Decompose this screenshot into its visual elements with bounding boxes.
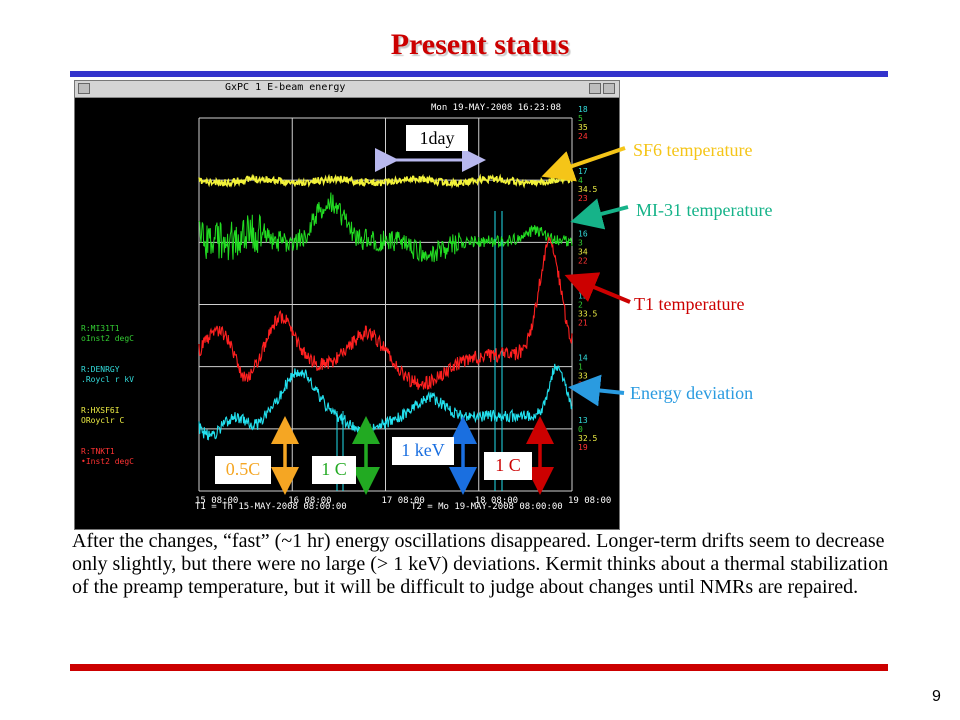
- plot-traces: [198, 173, 573, 441]
- legend-entry-name: R:MI31T1: [81, 324, 120, 333]
- x-tick-label: 17 08:00: [382, 496, 425, 506]
- sf6-label: SF6 temperature: [633, 140, 753, 160]
- right-scale-value: 34.5: [578, 185, 597, 194]
- mi31-arrow: [570, 198, 629, 230]
- mi31-trace: [198, 192, 573, 263]
- x-tick-label: 18 08:00: [475, 496, 518, 506]
- maximize-button[interactable]: [603, 83, 615, 94]
- x-tick-label: 15 08:00: [195, 496, 238, 506]
- right-scale-value: 17: [578, 167, 588, 176]
- scale-label-1kev: 1 keV: [392, 437, 454, 465]
- right-scale-value: 33.5: [578, 310, 597, 319]
- legend-entry-units: ORoyclr C: [81, 416, 125, 425]
- span-label: 1day: [406, 125, 468, 151]
- t1-label: T1 temperature: [634, 294, 745, 314]
- right-scale-value: 32.5: [578, 434, 597, 443]
- right-scale-value: 0: [578, 425, 583, 434]
- right-scale-value: 35: [578, 123, 588, 132]
- right-scale-value: 19: [578, 443, 588, 452]
- sf6-arrow: [541, 146, 626, 182]
- x-tick-label: 16 08:00: [288, 496, 331, 506]
- t1-readout: T1 = Th 15-MAY-2008 08:00:00: [195, 502, 347, 512]
- top-divider: [70, 71, 888, 77]
- legend-entry-name: R:DENRGY: [81, 365, 120, 374]
- right-scale-value: 2: [578, 301, 583, 310]
- legend-entry-name: R:TNKT1: [81, 447, 115, 456]
- legend-entry-units: oInst2 degC: [81, 334, 134, 343]
- scale-label-1c-red: 1 C: [484, 452, 532, 480]
- legend-entry-name: R:HXSF6I: [81, 406, 120, 415]
- right-scale-value: 13: [578, 416, 588, 425]
- right-scale-value: 21: [578, 319, 588, 328]
- plot-window-titlebar[interactable]: GxPC 1 E-beam energy: [75, 81, 619, 98]
- slide-title: Present status: [390, 28, 570, 61]
- plot-timestamp: Mon 19-MAY-2008 16:23:08: [431, 103, 561, 113]
- right-scale-value: 3: [578, 238, 583, 247]
- right-scale-value: 22: [578, 256, 588, 265]
- t2-readout: T2 = Mo 19-MAY-2008 08:00:00: [411, 502, 563, 512]
- minimize-button[interactable]: [589, 83, 601, 94]
- legend-entry-units: •Inst2 degC: [81, 457, 134, 466]
- right-scale-value: 24: [578, 132, 588, 141]
- scale-label-1c-green: 1 C: [312, 456, 356, 484]
- right-scale-value: 1: [578, 363, 583, 372]
- legend-entry-units: .Roycl r kV: [81, 375, 134, 384]
- sf6-trace: [198, 173, 573, 189]
- right-scale-value: 4: [578, 176, 583, 185]
- x-tick-label: 19 08:00: [568, 496, 611, 506]
- page-number: 9: [932, 688, 941, 705]
- energy-arrow: [568, 374, 625, 407]
- scale-label-0-5c: 0.5C: [215, 456, 271, 484]
- right-scale-value: 16: [578, 229, 588, 238]
- right-scale-value: 34: [578, 247, 588, 256]
- window-menu-button[interactable]: [78, 83, 90, 94]
- t1-trace: [198, 236, 573, 390]
- mi31-label: MI-31 temperature: [636, 200, 773, 220]
- bottom-divider: [70, 664, 888, 671]
- right-scale-value: 5: [578, 114, 583, 123]
- plot-window-title: GxPC 1 E-beam energy: [225, 82, 346, 93]
- energy-label: Energy deviation: [630, 383, 754, 403]
- x-axis-ticks: 15 08:00 16 08:00 17 08:00 18 08:00 19 08:00: [195, 496, 611, 506]
- t1-arrow: [564, 272, 631, 304]
- summary-paragraph: After the changes, “fast” (~1 hr) energy…: [72, 530, 889, 598]
- right-scale-value: 18: [578, 105, 588, 114]
- right-scale-value: 14: [578, 354, 588, 363]
- energy-trace: [198, 363, 573, 441]
